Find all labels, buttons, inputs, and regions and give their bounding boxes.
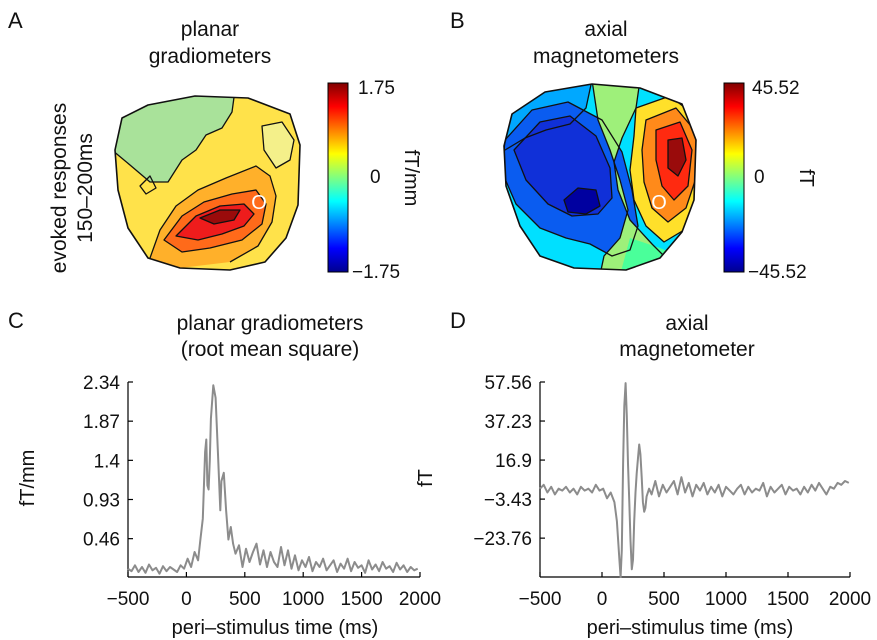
chart-d-title-line2: magnetometer — [619, 338, 754, 361]
side-label-line1: evoked responses — [48, 103, 71, 273]
topomap-b: O — [503, 83, 697, 271]
chart-d-x-tick-label: −500 — [519, 589, 562, 610]
colorbar-a-max-label: 1.75 — [358, 78, 395, 99]
chart-c-y-tick-label: 1.4 — [94, 451, 121, 472]
chart-c-ylabel: fT/mm — [17, 450, 39, 507]
chart-c-x-tick-label: 1500 — [340, 589, 382, 610]
colorbar-a-unit: fT/mm — [400, 150, 422, 207]
colorbar-a: 1.75 0 −1.75 fT/mm — [327, 78, 422, 283]
panel-c: C planar gradiometers (root mean square)… — [8, 308, 441, 639]
chart-c-x-tick-label: −500 — [107, 589, 150, 610]
chart-d-x-tick-label: 2000 — [829, 589, 871, 610]
chart-c-plot: −500 0 500 1000 1500 2000 0.46 0.93 1.4 1.87 2.34 — [83, 373, 441, 610]
sensor-marker-b: O — [651, 192, 667, 214]
chart-c-title-line2: (root mean square) — [181, 338, 360, 361]
panel-letter-b: B — [450, 8, 465, 33]
chart-d-plot: −500 0 500 1000 1500 2000 −23.76 −3.43 16.9 37.23… — [473, 373, 871, 610]
chart-d-series-line — [539, 382, 850, 578]
chart-c-y-tick-label: 0.46 — [83, 530, 120, 551]
colorbar-a-min-label: −1.75 — [352, 262, 400, 283]
colorbar-b-max-label: 45.52 — [752, 78, 800, 99]
chart-c-x-tick-label: 0 — [181, 589, 192, 610]
colorbar-a-mid-label: 0 — [370, 167, 381, 188]
chart-d-y-tick-label: 37.23 — [484, 412, 532, 433]
colorbar-b-mid-label: 0 — [754, 167, 765, 188]
topomap-b-title-line2: magnetometers — [533, 45, 679, 68]
chart-c-y-tick-label: 0.93 — [83, 491, 120, 512]
colorbar-b: 45.52 0 −45.52 fT — [723, 78, 817, 283]
chart-d-x-tick-label: 1500 — [767, 589, 809, 610]
colorbar-b-min-label: −45.52 — [748, 262, 807, 283]
chart-d-x-tick-label: 0 — [597, 589, 608, 610]
chart-d-y-tick-label: 16.9 — [495, 451, 532, 472]
topomap-a-title-line2: gradiometers — [149, 45, 272, 68]
topomap-b-title-line1: axial — [584, 18, 627, 41]
chart-c-title-line1: planar gradiometers — [177, 312, 364, 335]
panel-letter-a: A — [8, 8, 23, 33]
panel-b: B axial magnetometers — [450, 8, 817, 283]
chart-d-y-tick-label: 57.56 — [484, 373, 532, 394]
chart-c-y-tick-label: 1.87 — [83, 412, 120, 433]
chart-c-series-line — [127, 384, 419, 575]
chart-c-x-tick-label: 2000 — [399, 589, 441, 610]
chart-d-x-tick-label: 500 — [648, 589, 680, 610]
panel-letter-d: D — [450, 308, 466, 333]
panel-a: A planar gradiometers evoked responses 1… — [8, 8, 422, 283]
chart-d-y-tick-label: −3.43 — [484, 490, 532, 511]
panel-letter-c: C — [8, 308, 24, 333]
chart-d-xlabel: peri–stimulus time (ms) — [587, 617, 794, 639]
panel-d: D axial magnetometer fT peri–stimulus ti… — [415, 308, 871, 639]
chart-d-y-tick-label: −23.76 — [473, 529, 532, 550]
topomap-a: O — [114, 95, 301, 271]
chart-c-y-tick-label: 2.34 — [83, 373, 120, 394]
chart-d-x-tick-label: 1000 — [705, 589, 747, 610]
chart-c-x-tick-label: 1000 — [282, 589, 324, 610]
chart-d-title-line1: axial — [665, 312, 708, 335]
chart-d-ylabel: fT — [415, 469, 437, 487]
chart-c-x-tick-label: 500 — [229, 589, 261, 610]
colorbar-b-unit: fT — [795, 169, 817, 187]
topomap-a-title-line1: planar — [181, 18, 239, 41]
chart-c-xlabel: peri–stimulus time (ms) — [172, 617, 379, 639]
sensor-marker-a: O — [251, 192, 267, 214]
side-label-line2: 150–200ms — [74, 133, 97, 243]
